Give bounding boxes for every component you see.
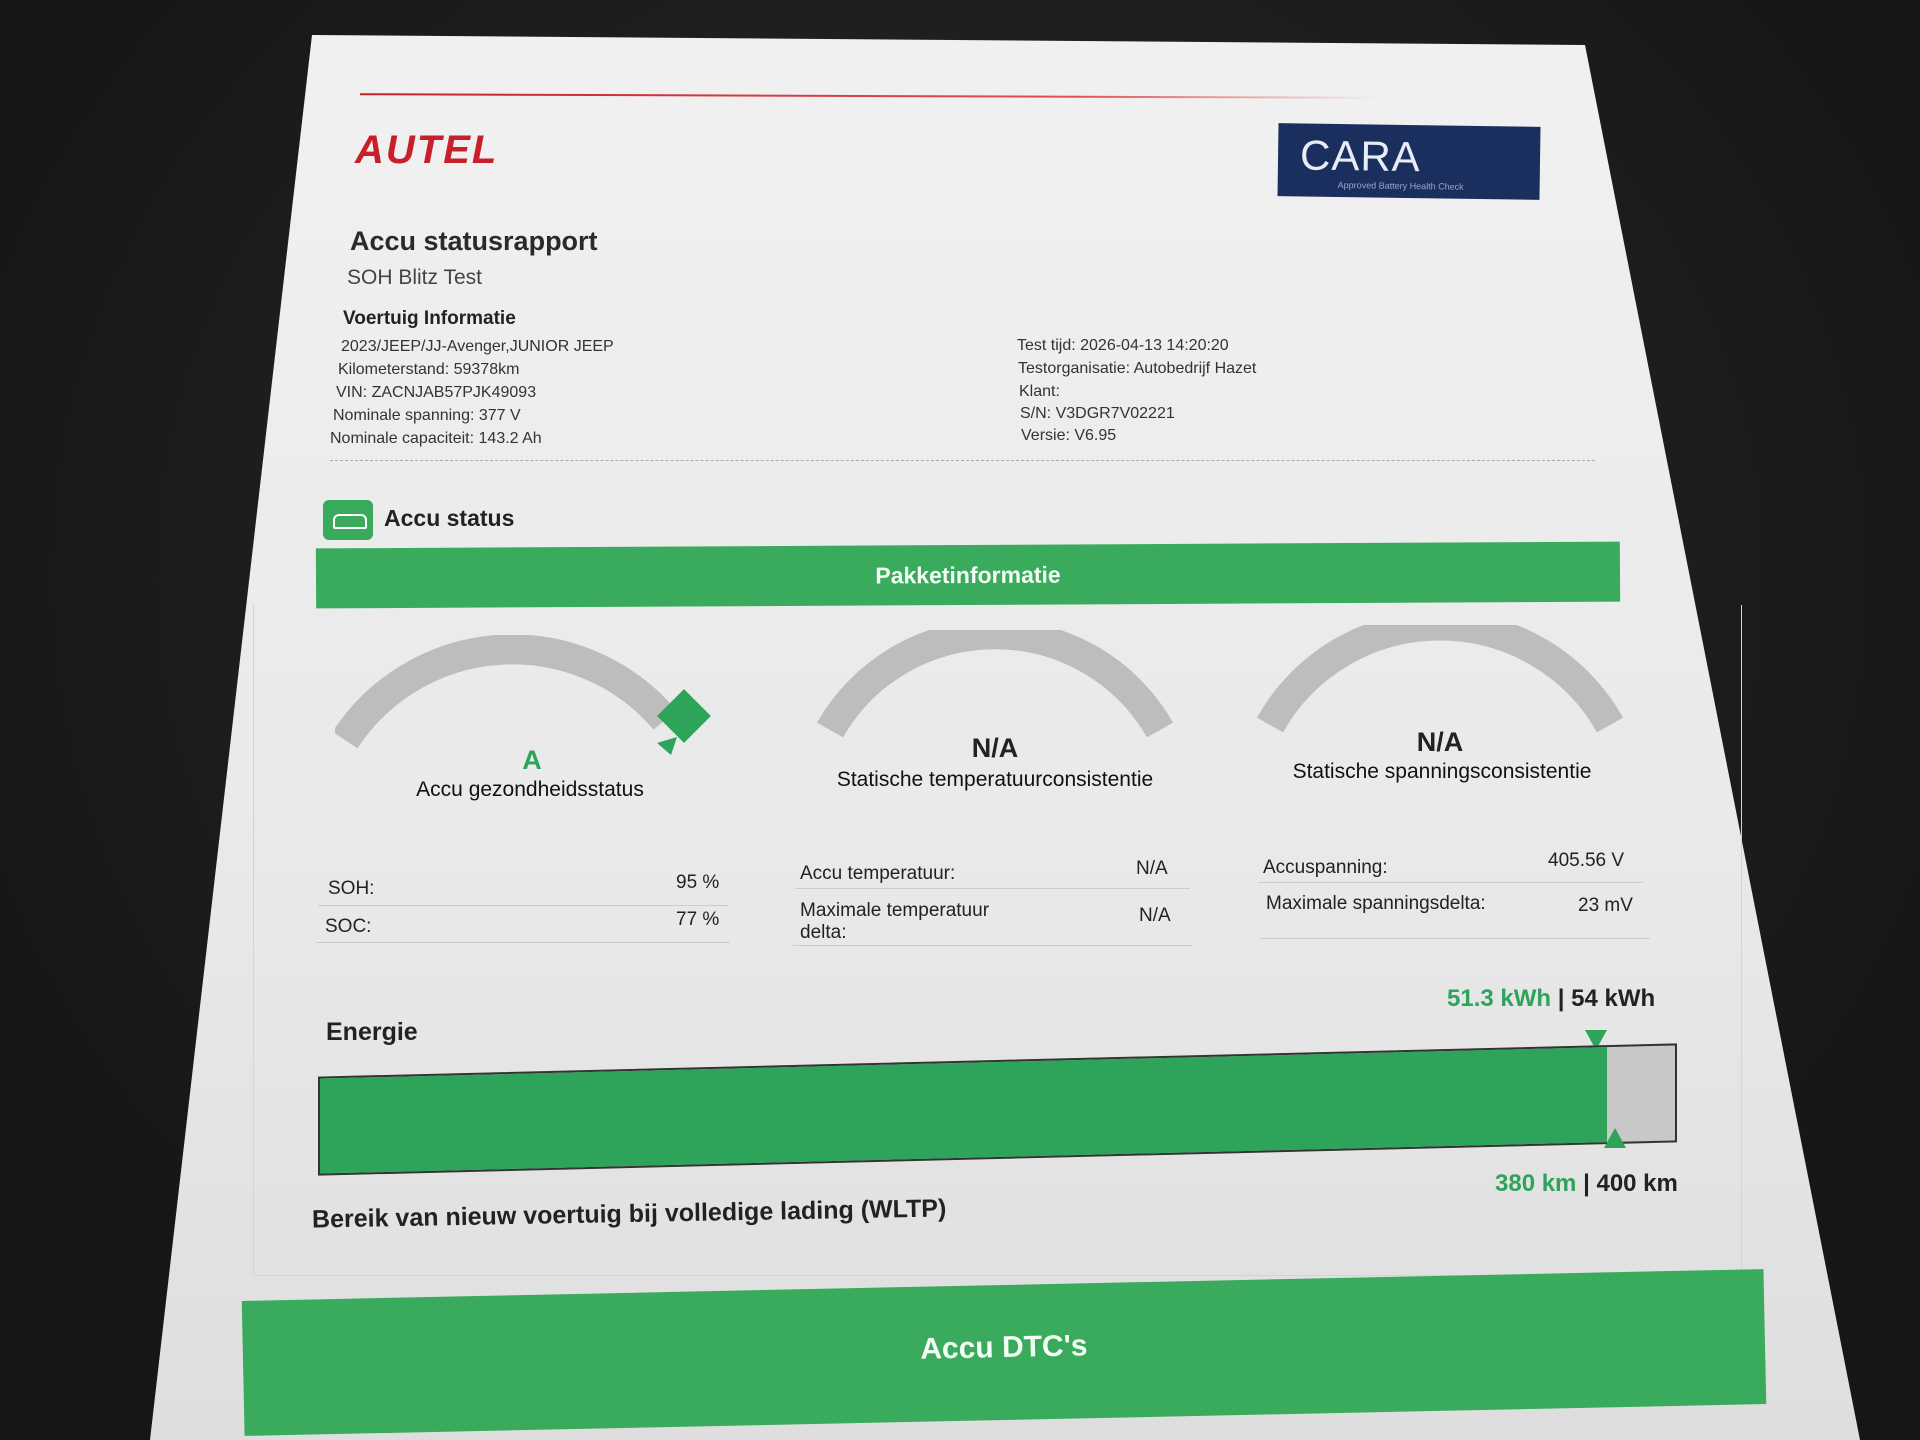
- row-divider: [793, 945, 1193, 946]
- gauge-arc: [335, 635, 677, 749]
- row-divider: [795, 888, 1190, 889]
- max-temp-delta-label: Maximale temperatuur delta:: [800, 900, 990, 943]
- accu-status-title: Accu status: [384, 505, 515, 531]
- vehicle-vin: VIN: ZACNJAB57PJK49093: [336, 384, 537, 401]
- car-battery-icon: [323, 500, 373, 540]
- soc-value: 77 %: [676, 909, 720, 930]
- divider: [330, 460, 1595, 461]
- voltage-value: N/A: [1416, 727, 1464, 757]
- vehicle-info-title: Voertuig Informatie: [343, 308, 516, 329]
- vehicle-model: 2023/JEEP/JJ-Avenger,JUNIOR JEEP: [341, 338, 614, 355]
- voltage-label: Statische spanningsconsistentie: [1292, 760, 1592, 783]
- gauge-arc: [816, 630, 1174, 738]
- max-voltage-delta-label: Maximale spanningsdelta:: [1266, 893, 1486, 914]
- version: Versie: V6.95: [1021, 427, 1117, 444]
- soh-label: SOH:: [328, 878, 375, 899]
- vehicle-voltage: Nominale spanning: 377 V: [333, 407, 521, 424]
- autel-logo: AUTEL: [355, 128, 499, 172]
- row-divider: [1258, 882, 1643, 883]
- temperature-gauge: [816, 630, 1174, 738]
- health-label: Accu gezondheidsstatus: [416, 778, 644, 801]
- serial-number: S/N: V3DGR7V02221: [1020, 405, 1175, 422]
- health-grade: A: [522, 745, 542, 775]
- max-temp-delta-value: N/A: [1139, 905, 1171, 926]
- voltage-gauge: [1256, 625, 1624, 733]
- gauge-arc: [1256, 625, 1624, 733]
- range-readout: 380 km | 400 km: [1495, 1170, 1678, 1197]
- report-subtitle: SOH Blitz Test: [347, 266, 482, 289]
- report-title: Accu statusrapport: [350, 226, 598, 256]
- vehicle-capacity: Nominale capaciteit: 143.2 Ah: [330, 430, 542, 447]
- energy-label: Energie: [326, 1018, 418, 1046]
- temperature-label: Statische temperatuurconsistentie: [836, 768, 1154, 791]
- row-divider: [316, 942, 730, 943]
- vehicle-mileage: Kilometerstand: 59378km: [338, 361, 520, 378]
- temperature-label-row: Accu temperatuur:: [800, 863, 956, 884]
- row-divider: [318, 905, 728, 906]
- row-divider: [1260, 938, 1650, 939]
- energy-readout: 51.3 kWh | 54 kWh: [1447, 985, 1656, 1012]
- accu-voltage-value: 405.56 V: [1548, 850, 1625, 871]
- temperature-value: N/A: [971, 733, 1019, 763]
- test-organisation: Testorganisatie: Autobedrijf Hazet: [1018, 360, 1257, 377]
- gauge-marker: [657, 689, 711, 743]
- range-pointer-icon: [1604, 1128, 1626, 1148]
- soc-label: SOC:: [325, 916, 372, 937]
- accu-voltage-label: Accuspanning:: [1263, 857, 1388, 878]
- package-info-panel: [253, 605, 1742, 1276]
- cara-logo: CARA Approved Battery Health Check: [1277, 123, 1541, 200]
- health-gauge: [335, 635, 711, 755]
- test-time: Test tijd: 2026-04-13 14:20:20: [1017, 337, 1229, 354]
- temperature-value-row: N/A: [1136, 858, 1168, 879]
- gauge-pointer-icon: [657, 737, 677, 755]
- soh-value: 95 %: [676, 872, 720, 893]
- max-voltage-delta-value: 23 mV: [1578, 895, 1633, 916]
- customer: Klant:: [1019, 383, 1060, 400]
- package-info-header: Pakketinformatie: [315, 541, 1621, 609]
